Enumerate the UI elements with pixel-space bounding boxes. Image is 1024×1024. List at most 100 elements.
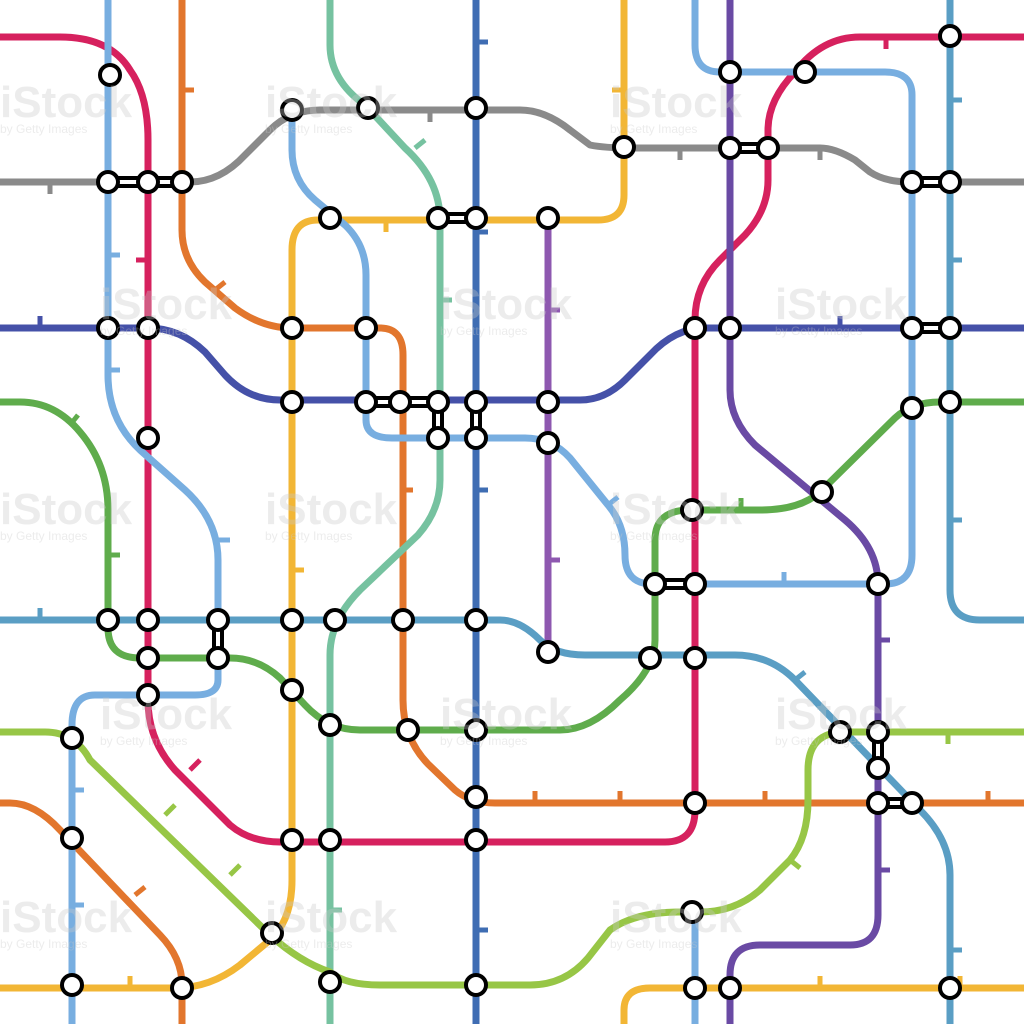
station-marker [426, 206, 450, 230]
station-marker [464, 718, 488, 742]
crimson-line [0, 33, 1024, 846]
station-marker [683, 572, 707, 596]
station-marker [810, 480, 834, 504]
station-marker [464, 426, 488, 450]
station-marker [136, 170, 160, 194]
orange-line [178, 0, 1024, 807]
station-marker [170, 170, 194, 194]
station-marker [280, 98, 304, 122]
station-marker [680, 498, 704, 522]
station-marker [426, 390, 450, 414]
station-marker [828, 720, 852, 744]
station-marker [60, 973, 84, 997]
station-marker [718, 136, 742, 160]
steelblue-line [0, 616, 954, 1024]
green-line [0, 398, 1024, 734]
station-marker [866, 791, 890, 815]
lightblue-line [288, 0, 916, 588]
lime-line [0, 728, 1024, 989]
station-marker [938, 170, 962, 194]
station-marker [938, 390, 962, 414]
yellow-line [620, 984, 1024, 1024]
station-marker [464, 390, 488, 414]
station-marker [136, 683, 160, 707]
station-marker [900, 396, 924, 420]
station-marker [136, 316, 160, 340]
station-marker [464, 96, 488, 120]
station-marker [683, 976, 707, 1000]
lime-line-tick [163, 803, 177, 817]
station-marker [464, 608, 488, 632]
station-marker [938, 24, 962, 48]
station-marker [60, 826, 84, 850]
station-marker [938, 316, 962, 340]
station-marker [680, 900, 704, 924]
station-marker [536, 390, 560, 414]
station-marker [136, 426, 160, 450]
station-marker [793, 60, 817, 84]
station-marker [464, 785, 488, 809]
station-marker [866, 720, 890, 744]
station-marker [683, 646, 707, 670]
station-marker [536, 206, 560, 230]
gray-line [0, 106, 1024, 186]
station-marker [464, 973, 488, 997]
station-marker [683, 316, 707, 340]
station-marker [136, 646, 160, 670]
station-marker [280, 678, 304, 702]
station-marker [426, 426, 450, 450]
station-marker [718, 976, 742, 1000]
station-marker [280, 390, 304, 414]
station-marker [900, 316, 924, 340]
steelblue-line-tick [793, 670, 807, 682]
indigo-line [0, 324, 1024, 404]
lightblue-line [68, 0, 222, 1024]
station-marker [638, 646, 662, 670]
station-marker [900, 791, 924, 815]
station-marker [354, 316, 378, 340]
station-marker [536, 640, 560, 664]
station-marker [396, 718, 420, 742]
station-marker [318, 713, 342, 737]
station-marker [136, 608, 160, 632]
station-marker [96, 170, 120, 194]
station-marker [900, 170, 924, 194]
station-marker [206, 646, 230, 670]
station-marker [318, 828, 342, 852]
station-marker [280, 608, 304, 632]
station-marker [96, 608, 120, 632]
station-marker [60, 726, 84, 750]
station-marker [643, 572, 667, 596]
teal-line [326, 0, 444, 1024]
station-marker [866, 572, 890, 596]
station-marker [756, 136, 780, 160]
orange-line [0, 799, 186, 1024]
station-marker [683, 791, 707, 815]
station-marker [318, 970, 342, 994]
station-marker [280, 316, 304, 340]
orange-line-tick [133, 885, 147, 897]
station-marker [388, 390, 412, 414]
station-marker [318, 206, 342, 230]
station-marker [866, 756, 890, 780]
crimson-line-tick [188, 758, 202, 772]
lime-line-tick [788, 858, 802, 870]
station-marker [464, 206, 488, 230]
yellow-line [0, 0, 628, 992]
station-marker [464, 828, 488, 852]
station-marker [536, 431, 560, 455]
station-marker [612, 135, 636, 159]
station-marker [96, 316, 120, 340]
station-marker [98, 63, 122, 87]
metro-stations [60, 24, 962, 1000]
transfer-links [102, 142, 956, 809]
station-marker [323, 608, 347, 632]
station-marker [170, 976, 194, 1000]
lightblue-line-tick [606, 495, 620, 507]
station-marker [391, 608, 415, 632]
green-line-tick [68, 413, 80, 427]
station-marker [718, 316, 742, 340]
steelblue-line [946, 0, 1024, 624]
station-marker [206, 608, 230, 632]
